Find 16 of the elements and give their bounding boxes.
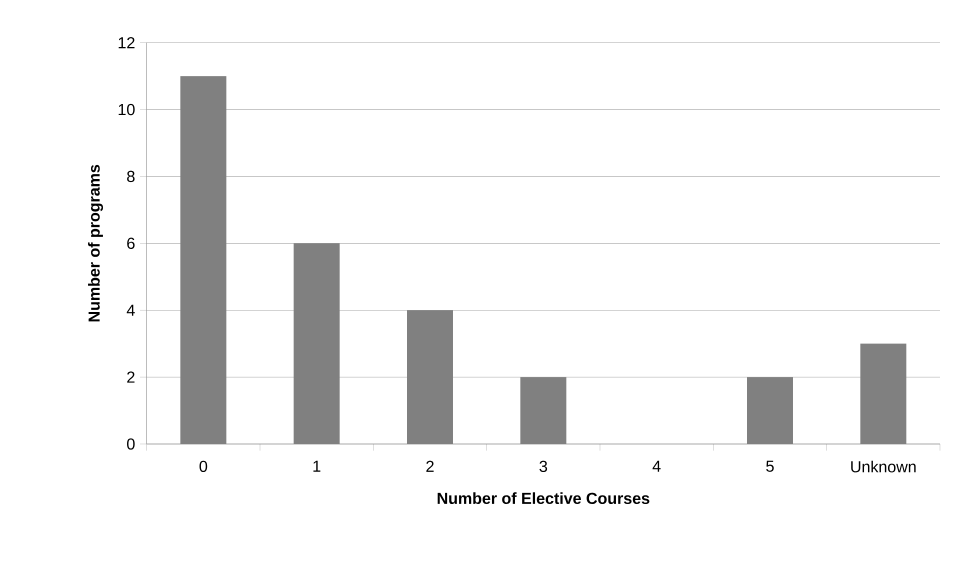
x-tick-label: 5: [766, 460, 774, 472]
x-tick-label: 1: [313, 460, 320, 472]
y-tick-label: 12: [118, 37, 134, 48]
x-tick-label: Unknown: [851, 460, 916, 472]
x-tick-label: 2: [426, 460, 434, 472]
x-tick-label: 0: [200, 460, 208, 472]
y-tick-label: 4: [126, 304, 135, 316]
y-axis-title: Number of programs: [88, 164, 104, 322]
y-tick-label: 6: [127, 238, 135, 249]
x-tick-label: 3: [539, 460, 548, 472]
y-tick-label: 0: [127, 438, 135, 450]
y-tick-label: 10: [118, 104, 135, 116]
y-tick-label: 2: [127, 372, 134, 383]
y-tick-label: 8: [127, 170, 135, 182]
x-axis-title: Number of Elective Courses: [438, 492, 650, 504]
x-tick-label: 4: [652, 460, 661, 472]
